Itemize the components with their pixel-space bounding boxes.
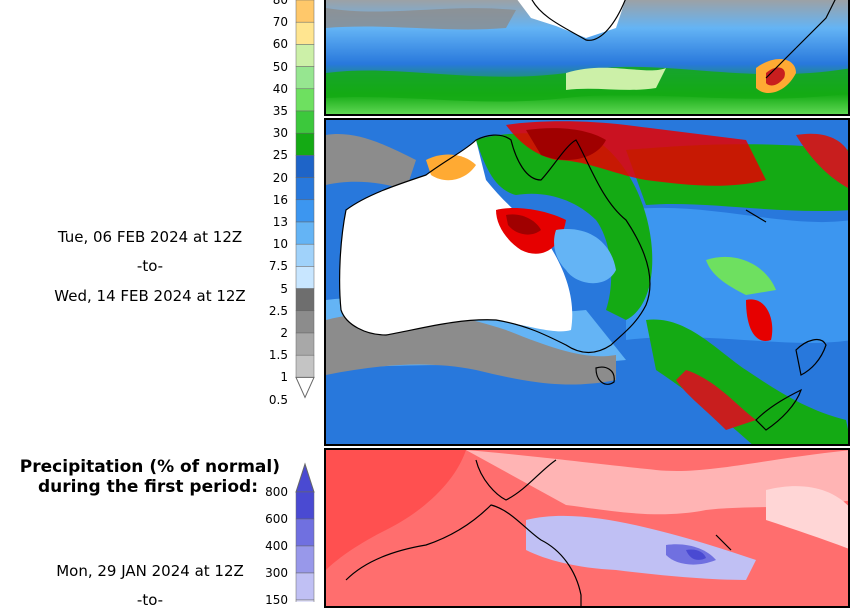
- upper-colorbar-label: 70: [272, 15, 288, 30]
- percent-title-line1: Precipitation (% of normal): [19, 457, 280, 477]
- period-end-date: Wed, 14 FEB 2024 at 12Z: [54, 287, 246, 305]
- upper-colorbar-label: 16: [272, 192, 288, 207]
- upper-colorbar-label: 40: [272, 81, 288, 96]
- upper-colorbar-label: 50: [272, 59, 288, 74]
- percent-colorbar-swatch: [295, 518, 315, 547]
- percent-colorbar-swatches: [295, 462, 315, 602]
- upper-colorbar-swatch: [295, 66, 315, 90]
- upper-colorbar-label: 5: [280, 281, 288, 296]
- percent-colorbar-swatch: [295, 491, 315, 520]
- upper-colorbar-swatch: [295, 44, 315, 67]
- upper-colorbar: 80 70 60 50 40 35 30 25 20 16 13 10 7.5 5 2.5 2 1.5 1 0.5: [240, 0, 320, 420]
- upper-colorbar-swatch: [295, 354, 315, 378]
- percent-start-date: Mon, 29 JAN 2024 at 12Z: [56, 562, 244, 580]
- upper-colorbar-label: 35: [272, 104, 288, 118]
- upper-colorbar-swatch: [295, 132, 315, 156]
- upper-colorbar-label: 30: [272, 126, 288, 141]
- percent-colorbar-label: 400: [265, 539, 288, 553]
- period-start-date: Tue, 06 FEB 2024 at 12Z: [57, 228, 243, 246]
- upper-colorbar-swatches: [295, 0, 315, 399]
- upper-colorbar-label: 1.5: [268, 348, 288, 363]
- map-panel-percent-normal: [324, 448, 850, 608]
- upper-colorbar-label: 10: [272, 237, 288, 252]
- upper-colorbar-swatch: [295, 88, 315, 112]
- upper-colorbar-label: 1: [280, 370, 288, 385]
- upper-colorbar-label: 25: [272, 148, 288, 163]
- map-previous-svg: [326, 0, 848, 114]
- map-panel-precip-totals: [324, 118, 850, 446]
- upper-colorbar-label: 13: [272, 215, 288, 229]
- map-panel-previous: [324, 0, 850, 116]
- upper-colorbar-label: 60: [272, 37, 288, 52]
- percent-colorbar: 800 600 400 300 150: [240, 462, 320, 606]
- upper-colorbar-label: 7.5: [268, 259, 288, 274]
- percent-title-line2: during the first period:: [37, 477, 258, 497]
- upper-colorbar-swatch: [295, 0, 315, 23]
- upper-colorbar-label: 80: [272, 0, 288, 7]
- percent-colorbar-label: 600: [265, 512, 288, 526]
- upper-colorbar-arrow: [295, 376, 315, 399]
- upper-colorbar-label: 2: [280, 326, 288, 340]
- map-precip-svg: [326, 120, 848, 444]
- map-percent-svg: [326, 450, 848, 606]
- period-separator: -to-: [136, 257, 164, 275]
- upper-colorbar-label: 2.5: [268, 303, 288, 318]
- percent-colorbar-arrow: [295, 462, 315, 493]
- upper-colorbar-label: 20: [272, 170, 288, 185]
- upper-colorbar-swatch: [295, 332, 315, 356]
- upper-colorbar-swatch: [295, 155, 315, 178]
- percent-separator: -to-: [136, 591, 164, 609]
- upper-colorbar-label: 0.5: [268, 392, 288, 407]
- upper-colorbar-swatch: [295, 199, 315, 223]
- upper-colorbar-swatch: [295, 110, 315, 134]
- percent-colorbar-label: 300: [265, 566, 288, 580]
- upper-colorbar-swatch: [295, 21, 315, 45]
- upper-colorbar-swatch: [295, 177, 315, 201]
- percent-colorbar-label: 800: [265, 485, 288, 499]
- upper-colorbar-swatch: [295, 310, 315, 334]
